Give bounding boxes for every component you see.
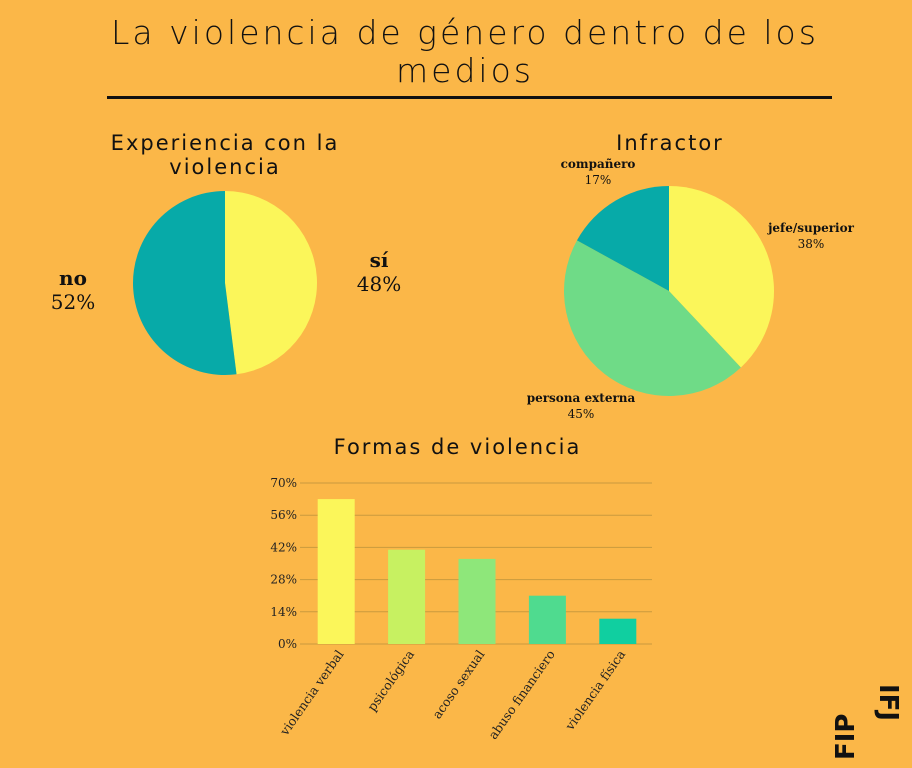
bar-4	[599, 618, 637, 644]
pie2-title: Infractor	[616, 131, 724, 155]
pie2-slice-1	[563, 240, 741, 397]
ifj-fip-logo: FIP IFJ	[832, 684, 903, 761]
pie1-slice-0	[225, 191, 318, 375]
bar-xlabel-3: abuso financiero	[485, 647, 558, 742]
page-title: La violencia de género dentro de los med…	[111, 13, 819, 90]
pie1-label-no: no 52%	[40, 266, 106, 314]
pie2-slice-2	[576, 186, 669, 291]
pie2-label-externa-value: 45%	[567, 407, 595, 421]
pie2-label-jefe-name: jefe/superior	[768, 221, 854, 235]
bar-ytick-4: 56%	[270, 508, 297, 522]
pie1-label-si: sí 48%	[346, 248, 412, 296]
bar-ytick-0: 0%	[278, 637, 297, 651]
pie1-label-si-name: sí	[369, 248, 389, 272]
bar-1	[388, 549, 426, 644]
pie2-label-externa: persona externa 45%	[520, 390, 642, 422]
bar-xlabel-2: acoso sexual	[429, 647, 487, 721]
bar-0	[317, 499, 355, 644]
bar-xlabel-4: violencia física	[562, 647, 629, 734]
pie2-label-companero-name: compañero	[560, 157, 636, 171]
pie2-slice-0	[669, 186, 775, 368]
logo-fip-text: FIP	[832, 714, 861, 761]
pie2-label-externa-name: persona externa	[526, 391, 636, 405]
pie2-label-jefe: jefe/superior 38%	[758, 220, 864, 252]
bar-2	[458, 558, 496, 644]
title-divider	[107, 96, 832, 99]
bar-ytick-3: 42%	[270, 540, 297, 554]
bar-3	[528, 595, 566, 644]
bar-ytick-1: 14%	[270, 605, 297, 619]
bar-ytick-2: 28%	[270, 573, 297, 587]
logo-ifj-text: IFJ	[873, 684, 903, 721]
pie1-label-si-value: 48%	[356, 272, 402, 296]
pie1-label-no-name: no	[59, 266, 87, 290]
pie2-label-companero-value: 17%	[584, 173, 612, 187]
bar-ytick-5: 70%	[270, 476, 297, 490]
pie1-title: Experiencia con la violencia	[110, 131, 340, 179]
bar-chart-title: Formas de violencia	[333, 435, 582, 459]
pie1-label-no-value: 52%	[50, 290, 96, 314]
pie2-label-jefe-value: 38%	[797, 237, 825, 251]
pie2-label-companero: compañero 17%	[548, 156, 648, 188]
pie1-slice-1	[133, 191, 237, 375]
bar-xlabel-0: violencia verbal	[276, 647, 346, 739]
bar-xlabel-1: psicológica	[364, 647, 417, 714]
